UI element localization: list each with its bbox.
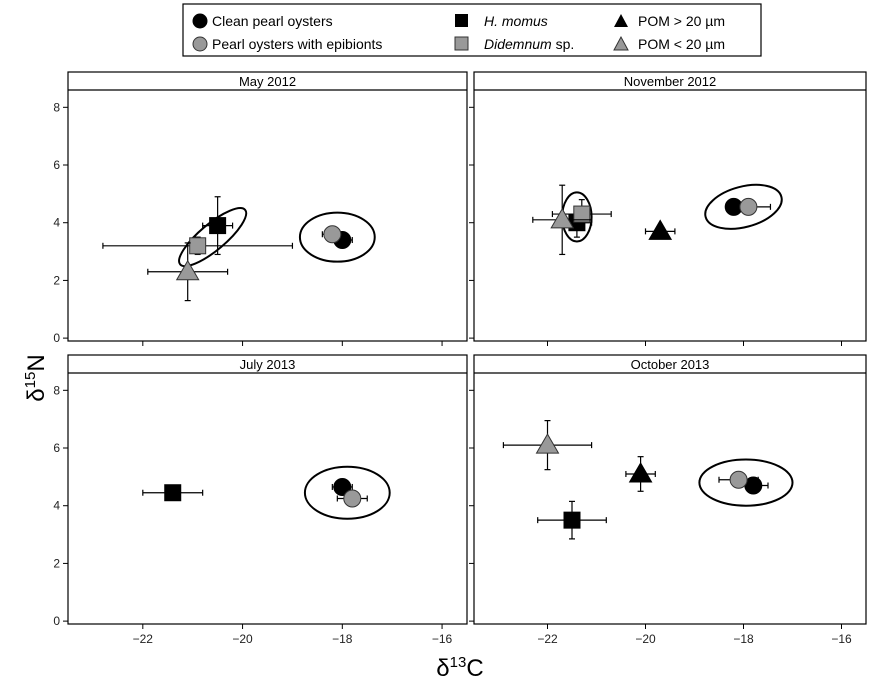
legend: Clean pearl oysters Pearl oysters with e…	[182, 3, 762, 57]
data-point-epi	[321, 225, 343, 244]
x-tick-label: −20	[232, 632, 253, 646]
data-point-pomS	[147, 242, 229, 302]
x-tick-label: −20	[635, 632, 656, 646]
y-tick-label: 8	[53, 100, 60, 114]
x-tick-label: −22	[537, 632, 558, 646]
panel-frame	[67, 354, 468, 625]
legend-marker-h-momus	[455, 14, 468, 27]
legend-label-didemnum: Didemnum sp.	[484, 36, 574, 52]
panel-title: July 2013	[240, 357, 296, 372]
marker-circle	[323, 225, 342, 244]
y-tick-label: 0	[53, 331, 60, 345]
legend-label-pom-small: POM < 20 µm	[638, 36, 725, 52]
y-tick-label: 0	[53, 614, 60, 628]
x-tick-label: −22	[133, 632, 154, 646]
marker-square	[189, 237, 207, 255]
panel-3: July 2013 0 2 4 6 8 −22 −20 −18 −16	[53, 354, 468, 646]
data-point-epi	[725, 197, 772, 216]
marker-circle	[333, 477, 352, 496]
y-tick-label: 4	[53, 216, 60, 230]
isotopic-niche-ellipse	[698, 458, 794, 507]
x-tick-label: −16	[432, 632, 453, 646]
x-axis-label: δ13C	[436, 654, 483, 682]
x-tick-label: −18	[733, 632, 754, 646]
marker-square	[563, 511, 581, 529]
marker-circle	[739, 197, 758, 216]
panel-title: May 2012	[239, 74, 296, 89]
data-point-pomL	[625, 456, 656, 492]
data-point-hmomus	[142, 484, 204, 502]
y-tick-label: 6	[53, 158, 60, 172]
data-point-hmomus	[537, 500, 607, 540]
data-point-epi	[718, 470, 759, 489]
data-point-did	[102, 236, 294, 256]
data-point-pomS	[502, 420, 593, 471]
panel-title: October 2013	[631, 357, 710, 372]
isotopic-niche-ellipse	[303, 465, 391, 520]
marker-triangle	[628, 461, 653, 483]
isotopic-niche-ellipse	[178, 207, 248, 268]
y-axis-label: δ15N	[22, 354, 50, 401]
x-tick-label: −18	[332, 632, 353, 646]
isotopic-niche-ellipse	[298, 211, 376, 263]
data-point-pomS	[532, 184, 593, 256]
marker-circle	[729, 470, 748, 489]
legend-marker-pom-large	[614, 14, 628, 27]
data-point-clean	[331, 477, 353, 496]
data-point-pomL	[644, 219, 676, 240]
y-tick-label: 2	[53, 273, 60, 287]
panel-frame	[473, 354, 867, 625]
marker-triangle	[550, 207, 575, 229]
y-tick-label: 6	[53, 441, 60, 455]
marker-square	[209, 217, 227, 235]
marker-square	[573, 205, 591, 223]
y-tick-label: 2	[53, 556, 60, 570]
marker-triangle	[648, 219, 673, 240]
panel-2: November 2012	[469, 71, 867, 346]
panel-4: October 2013 −22 −20 −18 −16	[469, 354, 867, 646]
legend-marker-didemnum	[454, 36, 469, 51]
panel-title: November 2012	[624, 74, 717, 89]
legend-label-pom-large: POM > 20 µm	[638, 13, 725, 29]
panel-1: May 2012 0 2 4 6 8	[53, 71, 468, 346]
legend-marker-clean-pearl-oysters	[192, 13, 208, 29]
data-point-hmomus	[202, 196, 234, 256]
marker-circle	[343, 489, 362, 508]
y-tick-label: 4	[53, 499, 60, 513]
panel-frame	[473, 71, 867, 342]
data-point-epi	[336, 489, 368, 508]
panel-frame	[67, 71, 468, 342]
legend-box	[182, 3, 762, 57]
legend-label-clean-pearl-oysters: Clean pearl oysters	[212, 13, 333, 29]
marker-square	[164, 484, 182, 502]
legend-marker-pearl-oysters-epibionts	[192, 36, 208, 52]
x-tick-label: −16	[831, 632, 852, 646]
legend-label-pearl-oysters-epibionts: Pearl oysters with epibionts	[212, 36, 382, 52]
legend-label-h-momus: H. momus	[484, 13, 548, 29]
panel-grid: May 2012 0 2 4 6 8 November 2012 July 2013 0 2 4 6 8…	[53, 71, 867, 646]
marker-triangle	[175, 259, 200, 281]
isotopic-niche-ellipse	[704, 183, 783, 230]
marker-triangle	[535, 433, 560, 454]
legend-marker-pom-small	[613, 35, 629, 51]
y-tick-label: 8	[53, 383, 60, 397]
